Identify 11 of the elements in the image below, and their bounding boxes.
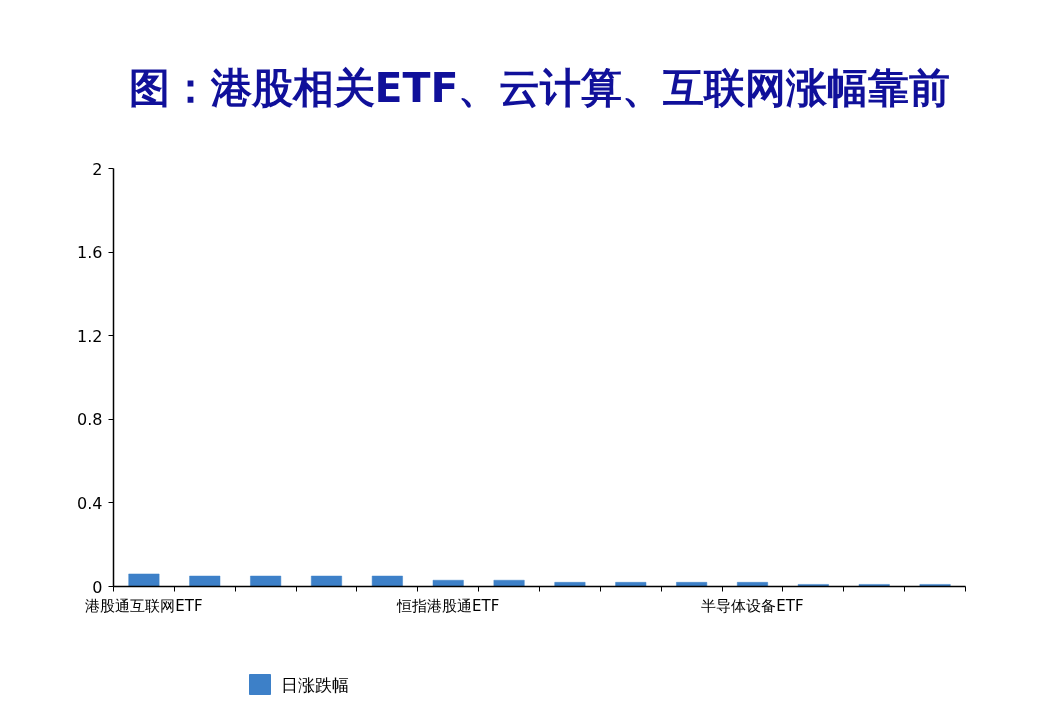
x-tick-label: 恒指港股通ETF — [396, 596, 500, 615]
legend-label: 日涨跌幅 — [280, 674, 349, 695]
chart-title: 图：港股相关ETF、云计算、互联网涨幅靠前 — [128, 63, 951, 112]
y-tick-label: 0 — [92, 577, 103, 597]
x-tick-label: 半导体设备ETF — [701, 596, 804, 615]
y-tick-label: 0.8 — [77, 410, 103, 430]
x-tick-label: 港股通互联网ETF — [85, 596, 203, 615]
y-tick-label: 2 — [92, 159, 103, 179]
y-tick-label: 0.4 — [77, 493, 103, 513]
y-tick-label: 1.2 — [77, 326, 103, 346]
y-tick-label: 1.6 — [77, 243, 103, 263]
